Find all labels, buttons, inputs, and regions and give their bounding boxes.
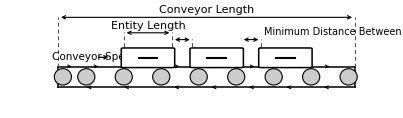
FancyBboxPatch shape — [259, 48, 312, 68]
Ellipse shape — [54, 69, 71, 85]
Text: Conveyor Length: Conveyor Length — [159, 5, 254, 15]
Text: Minimum Distance Between Entities: Minimum Distance Between Entities — [264, 27, 403, 37]
Text: Entity Length: Entity Length — [110, 21, 185, 31]
FancyBboxPatch shape — [121, 48, 174, 68]
Ellipse shape — [340, 69, 357, 85]
Ellipse shape — [115, 69, 132, 85]
Ellipse shape — [190, 69, 207, 85]
Ellipse shape — [78, 69, 95, 85]
Ellipse shape — [303, 69, 320, 85]
Ellipse shape — [153, 69, 170, 85]
Ellipse shape — [228, 69, 245, 85]
Text: Conveyor Speed: Conveyor Speed — [52, 52, 137, 62]
FancyBboxPatch shape — [190, 48, 243, 68]
Ellipse shape — [265, 69, 282, 85]
